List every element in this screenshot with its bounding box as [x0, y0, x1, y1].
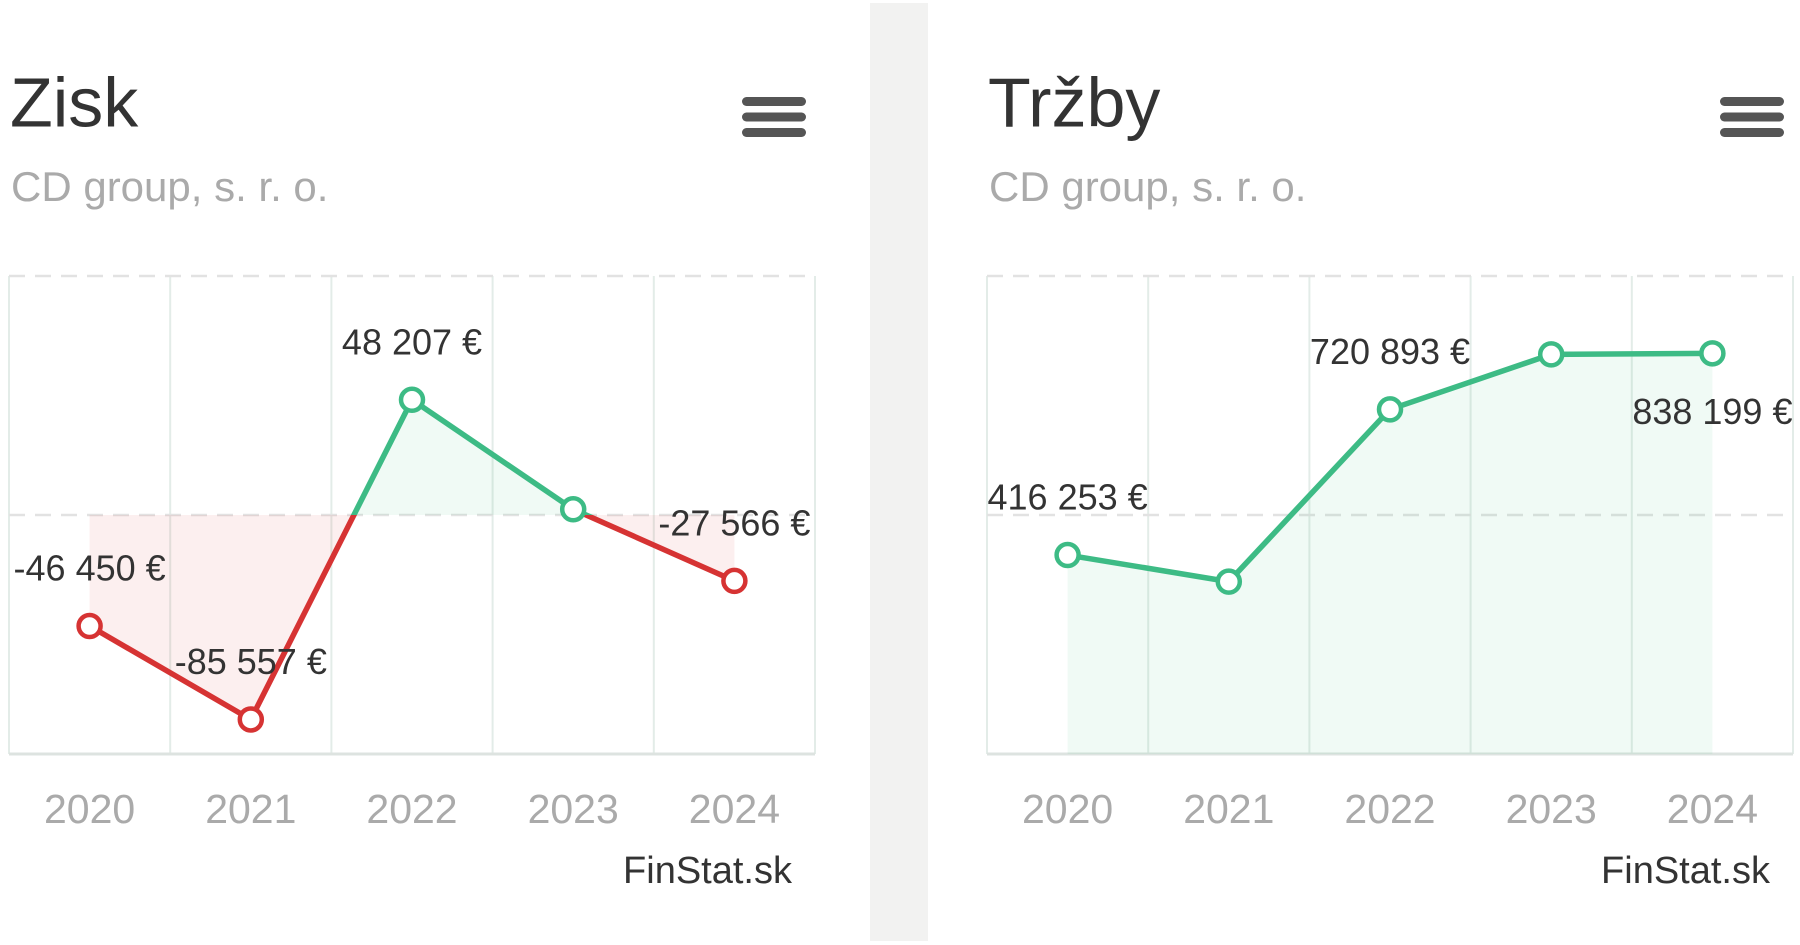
x-tick-label: 2022 [366, 786, 457, 832]
data-point [721, 567, 748, 595]
data-point [76, 612, 103, 640]
data-point [1376, 396, 1404, 423]
menu-bar [1720, 128, 1784, 137]
menu-bar [1720, 112, 1784, 122]
menu-button[interactable] [1720, 97, 1784, 137]
chart-title: Zisk [10, 63, 139, 141]
data-label: -85 557 € [175, 641, 327, 682]
x-tick-label: 2024 [1667, 786, 1758, 832]
data-label: 48 207 € [342, 321, 482, 362]
x-tick-label: 2022 [1344, 786, 1435, 832]
chart-panel: Zisk CD group, s. r. o. -46 450 € 2020 -85 5… [8, 63, 816, 892]
line [88, 515, 736, 723]
x-tick-label: 2021 [1183, 786, 1274, 832]
credit: FinStat.sk [623, 850, 793, 892]
area [89, 399, 735, 515]
data-point [1215, 568, 1243, 595]
menu-bar [742, 97, 806, 106]
menu-bar [742, 112, 806, 122]
x-tick-label: 2024 [689, 786, 780, 832]
x-tick-label: 2021 [205, 786, 296, 832]
data-point [559, 496, 587, 523]
credit: FinStat.sk [1601, 850, 1771, 892]
data-point [1699, 340, 1726, 367]
chart-title: Tržby [988, 63, 1160, 141]
menu-button[interactable] [742, 97, 806, 137]
separator [870, 3, 928, 941]
x-tick-label: 2023 [1506, 786, 1597, 832]
data-label: 720 893 € [1310, 331, 1470, 372]
data-label: -46 450 € [14, 548, 166, 589]
data-point [398, 386, 426, 414]
data-label: 838 199 € [1632, 391, 1792, 432]
x-tick-label: 2020 [44, 786, 135, 832]
chart-panel: Tržby CD group, s. r. o. 416 253 € 2020 2021… [986, 63, 1794, 892]
chart-subtitle: CD group, s. r. o. [11, 163, 328, 210]
menu-bar [742, 128, 806, 137]
data-label: 416 253 € [988, 477, 1148, 518]
data-point [1537, 341, 1565, 368]
data-point [1054, 541, 1081, 569]
menu-bar [1720, 97, 1784, 106]
data-label: -27 566 € [658, 502, 810, 543]
area [1067, 353, 1713, 754]
chart-subtitle: CD group, s. r. o. [989, 163, 1306, 210]
x-tick-label: 2023 [528, 786, 619, 832]
area [89, 515, 735, 720]
x-tick-label: 2020 [1022, 786, 1113, 832]
data-point [237, 706, 265, 733]
